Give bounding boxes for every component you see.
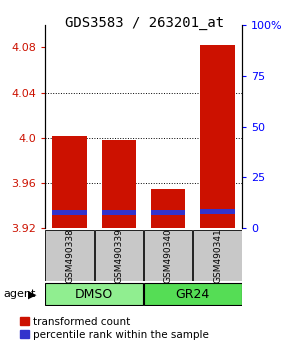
Bar <box>144 230 192 281</box>
Bar <box>200 209 235 213</box>
Bar <box>46 283 143 305</box>
Bar <box>95 230 143 281</box>
Bar <box>200 45 235 228</box>
Text: GR24: GR24 <box>176 288 210 301</box>
Bar <box>193 230 242 281</box>
Text: DMSO: DMSO <box>75 288 113 301</box>
Legend: transformed count, percentile rank within the sample: transformed count, percentile rank withi… <box>20 317 209 340</box>
Bar <box>102 140 136 228</box>
Text: GSM490340: GSM490340 <box>164 228 173 283</box>
Text: GSM490338: GSM490338 <box>65 228 74 283</box>
Bar <box>151 189 186 228</box>
Bar <box>102 210 136 215</box>
Text: GSM490341: GSM490341 <box>213 228 222 283</box>
Text: GDS3583 / 263201_at: GDS3583 / 263201_at <box>66 16 224 30</box>
Bar <box>46 230 94 281</box>
Bar <box>144 283 242 305</box>
Text: GSM490339: GSM490339 <box>114 228 124 283</box>
Text: agent: agent <box>3 289 35 299</box>
Bar <box>52 210 87 215</box>
Bar <box>151 210 186 215</box>
Text: ▶: ▶ <box>28 289 37 299</box>
Bar <box>52 136 87 228</box>
